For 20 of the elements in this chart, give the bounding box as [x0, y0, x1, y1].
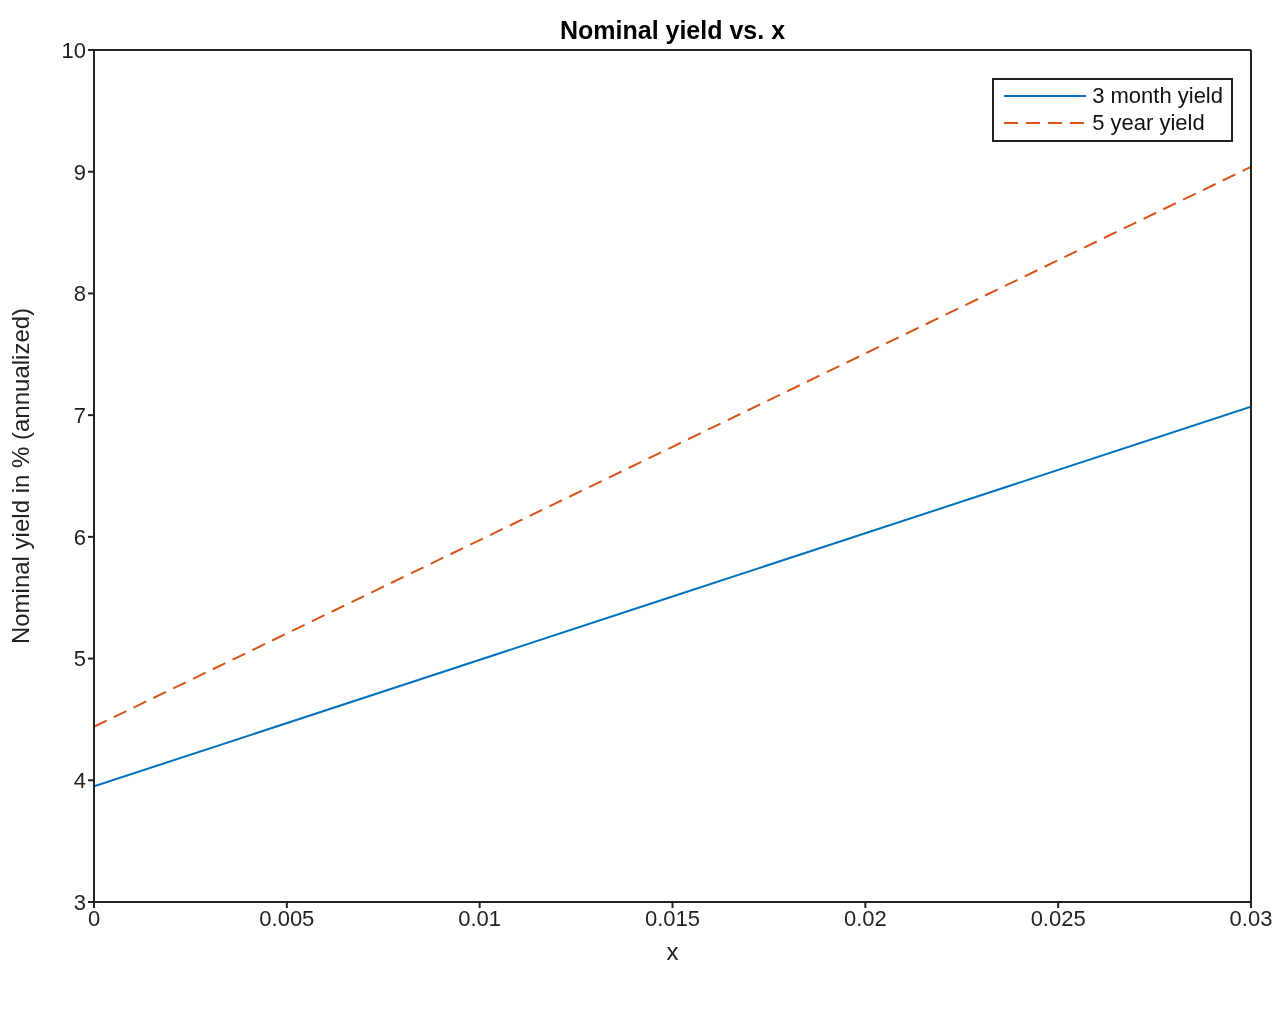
- x-tick-label: 0.03: [1229, 905, 1273, 931]
- x-tick-label: 0.02: [843, 905, 887, 931]
- legend-label: 3 month yield: [1092, 82, 1223, 109]
- x-tick-label: 0: [87, 905, 101, 931]
- y-tick-label: 10: [61, 37, 86, 63]
- y-axis-title: Nominal yield in % (annualized): [6, 307, 34, 645]
- x-tick-label: 0.025: [1030, 905, 1086, 931]
- x-tick-label: 0.01: [458, 905, 502, 931]
- y-tick-label: 6: [73, 524, 86, 550]
- x-tick-label: 0.005: [259, 905, 315, 931]
- x-axis-title: x: [666, 938, 679, 965]
- y-tick-label: 7: [73, 402, 86, 428]
- y-tick-label: 4: [73, 768, 86, 794]
- y-tick-label: 9: [73, 159, 86, 185]
- y-tick-label: 8: [73, 281, 86, 307]
- chart-title: Nominal yield vs. x: [558, 16, 787, 45]
- y-tick-label: 5: [73, 646, 86, 672]
- y-tick-label: 3: [73, 889, 86, 915]
- legend-label: 5 year yield: [1092, 109, 1205, 136]
- x-tick-label: 0.015: [644, 905, 701, 931]
